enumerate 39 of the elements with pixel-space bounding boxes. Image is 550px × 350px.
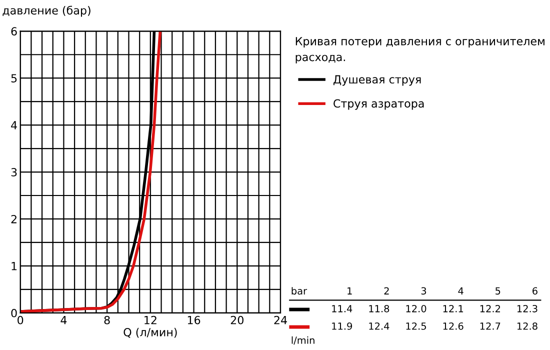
text: l/min [292, 336, 314, 345]
legend-label: Струя азратора [334, 99, 424, 110]
y-tick-label: 5 [11, 74, 17, 82]
text: 12.8 [517, 322, 538, 330]
text: 12.0 [406, 304, 426, 312]
y-tick-label: 2 [11, 214, 16, 224]
x-tick-label: 12 [144, 316, 156, 324]
x-tick-label: 24 [274, 316, 287, 324]
text: 5 [496, 287, 500, 295]
text: bar [292, 287, 308, 295]
y-axis-title: давление (бар) [2, 6, 90, 17]
text: Кривая потери давления с ограничителем расхода. [296, 37, 544, 64]
text: 2 [384, 287, 389, 294]
x-tick-label: 8 [104, 316, 110, 324]
x-tick-label: 4 [60, 316, 67, 324]
text: 1 [348, 287, 352, 294]
x-tick-label: 20 [230, 316, 244, 324]
text: 3 [421, 287, 426, 295]
text: 12.2 [480, 304, 500, 312]
y-tick-label: 3 [11, 168, 17, 176]
x-tick-label: 16 [188, 316, 200, 324]
y-tick-label: 0 [11, 308, 17, 318]
text: 4 [458, 287, 464, 294]
text: 12.3 [517, 304, 538, 312]
x-tick-label: 0 [18, 316, 24, 324]
text: 12.7 [480, 322, 500, 330]
y-tick-label: 4 [11, 121, 17, 130]
text: 11.4 [332, 305, 352, 312]
text: 12.4 [369, 322, 390, 330]
text: 12.5 [406, 322, 426, 330]
text: 12.6 [443, 322, 464, 330]
y-tick-label: 6 [11, 27, 17, 36]
text: 12.1 [443, 304, 464, 312]
legend-label: Душевая струя [333, 75, 421, 86]
text: 6 [532, 287, 538, 295]
text: 11.9 [332, 322, 352, 330]
x-axis-title: Q (л/мин) [124, 328, 177, 338]
y-tick-label: 1 [12, 262, 17, 270]
text: 11.8 [369, 304, 390, 312]
